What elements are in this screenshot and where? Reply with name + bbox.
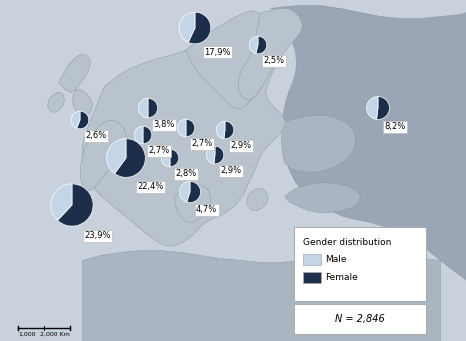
Text: Gender distribution: Gender distribution xyxy=(303,238,391,247)
FancyBboxPatch shape xyxy=(303,254,321,265)
FancyBboxPatch shape xyxy=(303,272,321,283)
Text: 3,8%: 3,8% xyxy=(153,120,175,129)
Text: N = 2,846: N = 2,846 xyxy=(335,314,385,324)
Text: 1,000: 1,000 xyxy=(18,332,35,337)
Text: Male: Male xyxy=(325,255,347,265)
Text: 2,5%: 2,5% xyxy=(263,56,284,65)
Text: Female: Female xyxy=(325,273,358,282)
Text: 2,7%: 2,7% xyxy=(148,146,169,155)
Text: 2,7%: 2,7% xyxy=(191,139,212,148)
FancyBboxPatch shape xyxy=(294,227,426,301)
FancyBboxPatch shape xyxy=(294,304,426,334)
Text: 17,9%: 17,9% xyxy=(204,48,231,57)
Text: 2,000 Km: 2,000 Km xyxy=(40,332,70,337)
Text: 2,8%: 2,8% xyxy=(175,169,196,178)
Text: 2,9%: 2,9% xyxy=(230,141,251,150)
Text: 23,9%: 23,9% xyxy=(84,232,110,240)
Text: 4,7%: 4,7% xyxy=(196,205,217,214)
Text: 2,9%: 2,9% xyxy=(220,166,241,175)
Text: 8,2%: 8,2% xyxy=(384,122,406,131)
Text: 22,4%: 22,4% xyxy=(137,182,164,191)
Text: 2,6%: 2,6% xyxy=(85,131,106,140)
